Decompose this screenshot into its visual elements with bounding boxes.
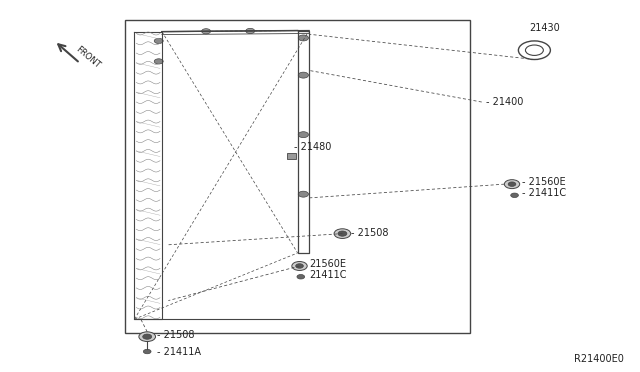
Text: R21400E0: R21400E0	[574, 354, 624, 364]
Circle shape	[334, 229, 351, 238]
Circle shape	[298, 132, 308, 138]
Circle shape	[292, 262, 307, 270]
Circle shape	[511, 193, 518, 198]
Circle shape	[296, 264, 303, 268]
Text: - 21400: - 21400	[486, 97, 524, 107]
Text: - 21411A: - 21411A	[157, 347, 201, 356]
Text: 21560E: 21560E	[309, 259, 346, 269]
Text: - 21508: - 21508	[157, 330, 195, 340]
Text: - 21411C: - 21411C	[522, 189, 566, 198]
Circle shape	[297, 275, 305, 279]
Circle shape	[143, 334, 152, 339]
Circle shape	[154, 38, 163, 44]
Text: - 21480: - 21480	[294, 142, 332, 152]
Circle shape	[139, 332, 156, 341]
Circle shape	[504, 180, 520, 189]
Bar	[287, 153, 296, 159]
Text: - 21508: - 21508	[351, 228, 388, 237]
Circle shape	[143, 349, 151, 354]
Circle shape	[246, 28, 255, 33]
Circle shape	[338, 231, 347, 236]
Text: 21411C: 21411C	[309, 270, 347, 279]
Circle shape	[298, 191, 308, 197]
Text: - 21560E: - 21560E	[522, 177, 565, 187]
Circle shape	[298, 35, 308, 41]
Circle shape	[202, 29, 211, 34]
Text: FRONT: FRONT	[74, 45, 101, 70]
Circle shape	[154, 59, 163, 64]
Circle shape	[298, 72, 308, 78]
Text: 21430: 21430	[529, 23, 560, 33]
Circle shape	[508, 182, 516, 186]
Bar	[125, 20, 470, 333]
